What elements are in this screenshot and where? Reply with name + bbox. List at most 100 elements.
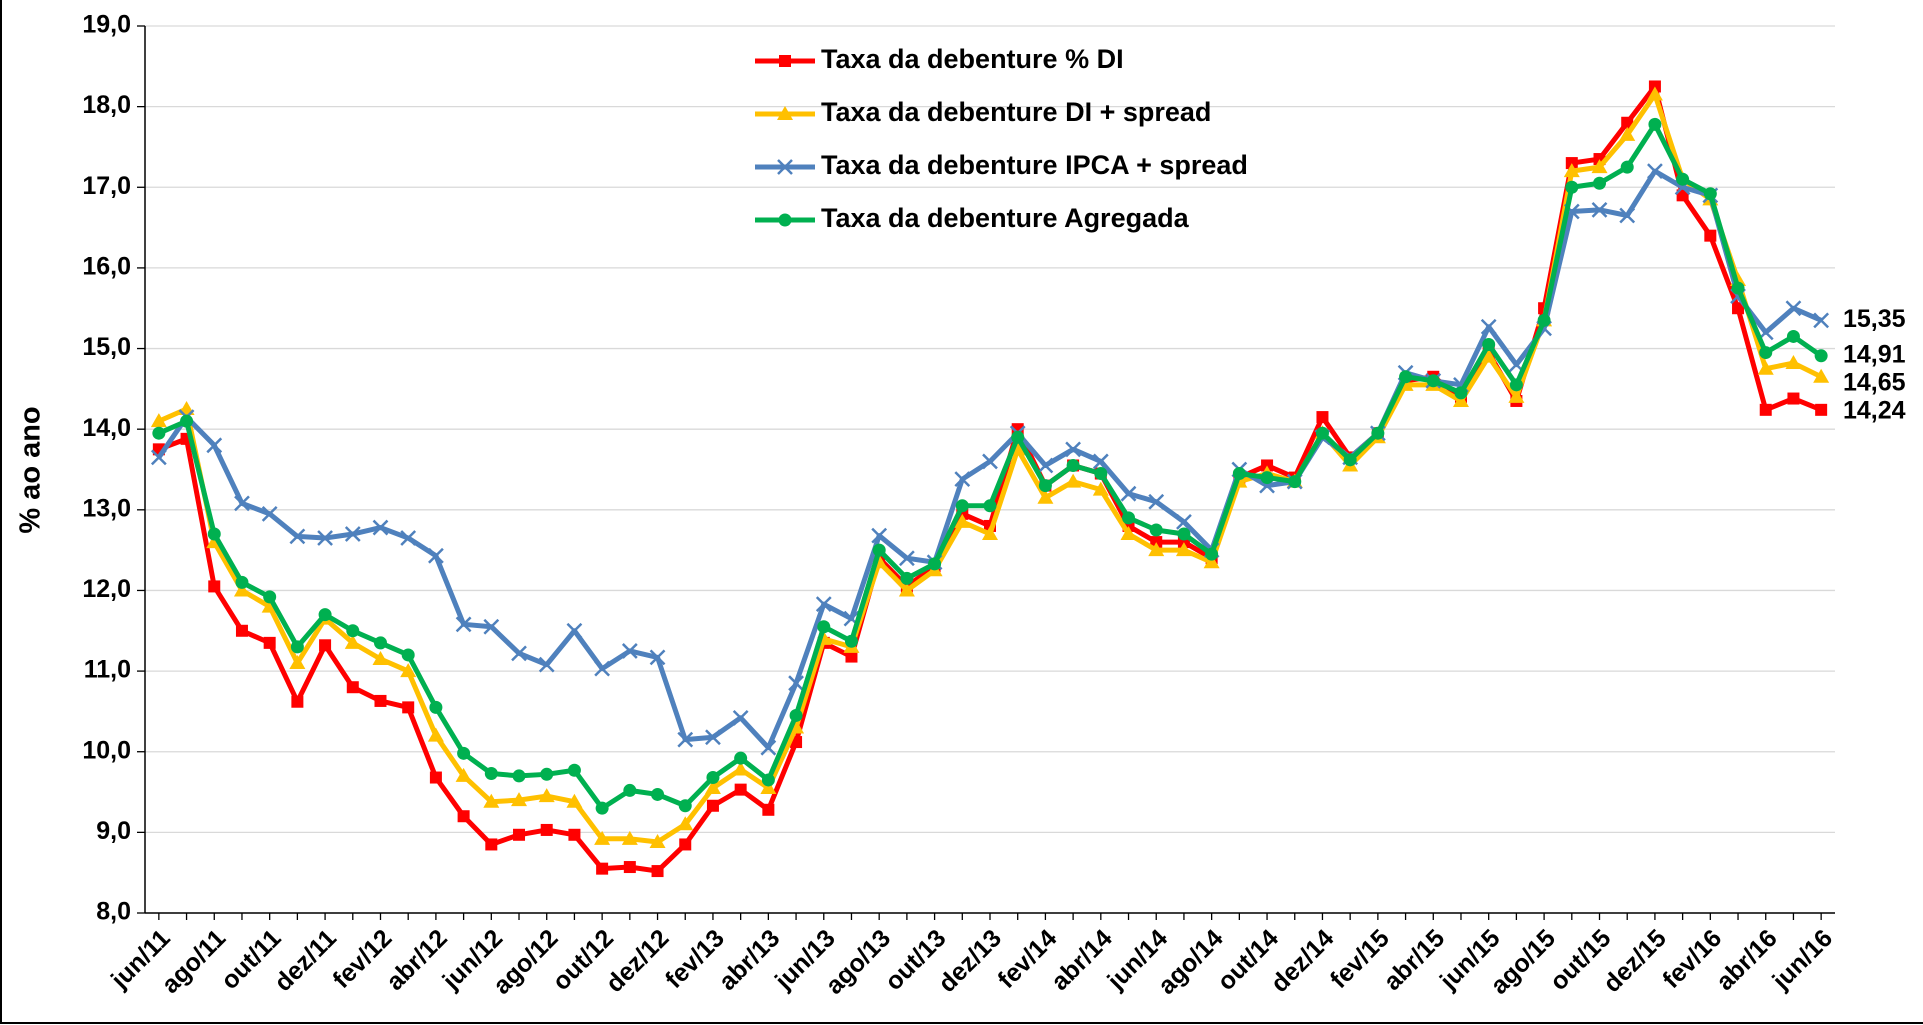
marker bbox=[485, 838, 498, 851]
marker bbox=[954, 471, 971, 488]
marker bbox=[678, 799, 692, 813]
marker bbox=[844, 634, 858, 648]
marker bbox=[455, 767, 472, 782]
marker bbox=[400, 530, 417, 546]
marker bbox=[1565, 157, 1578, 170]
x-tick-label: dez/15 bbox=[1598, 924, 1672, 998]
marker bbox=[1315, 426, 1329, 440]
marker bbox=[152, 426, 166, 440]
marker bbox=[455, 616, 472, 633]
marker bbox=[817, 620, 831, 634]
marker bbox=[538, 656, 555, 673]
marker bbox=[1757, 360, 1774, 375]
marker bbox=[1704, 229, 1717, 242]
marker bbox=[706, 771, 720, 785]
marker bbox=[401, 648, 415, 662]
marker bbox=[566, 622, 583, 639]
marker bbox=[732, 761, 749, 776]
marker bbox=[899, 550, 915, 567]
marker bbox=[429, 700, 443, 714]
marker bbox=[705, 729, 721, 746]
marker bbox=[1731, 281, 1745, 295]
y-tick-label: 15,0 bbox=[82, 333, 131, 361]
marker bbox=[1813, 368, 1830, 383]
legend-label: Taxa da debenture IPCA + spread bbox=[821, 150, 1248, 180]
marker bbox=[1813, 312, 1830, 329]
data-label: 14,65 bbox=[1843, 368, 1906, 396]
marker bbox=[1316, 411, 1329, 424]
y-tick-label: 10,0 bbox=[82, 736, 131, 764]
marker bbox=[982, 453, 998, 470]
marker bbox=[1150, 536, 1163, 549]
marker bbox=[1038, 479, 1052, 493]
marker bbox=[1120, 485, 1137, 502]
y-tick-label: 12,0 bbox=[82, 575, 131, 603]
marker bbox=[429, 771, 442, 784]
marker bbox=[872, 543, 886, 557]
marker bbox=[1703, 187, 1717, 201]
marker bbox=[928, 557, 942, 571]
marker bbox=[1480, 318, 1497, 335]
marker bbox=[1399, 370, 1413, 384]
marker bbox=[1591, 201, 1608, 218]
marker bbox=[1647, 163, 1663, 180]
marker bbox=[317, 530, 333, 546]
x-tick-label: dez/14 bbox=[1266, 924, 1340, 998]
marker bbox=[1205, 547, 1219, 561]
marker bbox=[1732, 302, 1745, 315]
y-tick-label: 19,0 bbox=[82, 11, 131, 39]
marker bbox=[1037, 457, 1054, 474]
marker bbox=[428, 547, 444, 564]
marker bbox=[594, 660, 611, 677]
marker bbox=[788, 675, 804, 692]
marker bbox=[777, 106, 793, 120]
marker bbox=[1065, 473, 1082, 488]
marker bbox=[651, 787, 665, 801]
marker bbox=[289, 655, 306, 670]
y-tick-label: 11,0 bbox=[84, 656, 131, 684]
marker bbox=[815, 596, 832, 613]
marker bbox=[734, 783, 747, 796]
marker bbox=[1620, 160, 1634, 174]
marker bbox=[1371, 426, 1385, 440]
marker bbox=[1122, 511, 1136, 525]
marker bbox=[777, 159, 793, 175]
marker bbox=[1452, 392, 1469, 407]
marker bbox=[1787, 392, 1800, 405]
marker bbox=[779, 55, 791, 67]
x-tick-label: ago/11 bbox=[156, 924, 231, 999]
marker bbox=[1148, 493, 1165, 510]
marker bbox=[621, 830, 638, 845]
marker bbox=[540, 823, 553, 836]
marker bbox=[150, 449, 167, 466]
marker bbox=[1092, 481, 1109, 496]
marker bbox=[457, 746, 471, 760]
marker bbox=[1011, 430, 1025, 444]
marker bbox=[233, 582, 250, 597]
marker bbox=[540, 767, 554, 781]
marker bbox=[290, 640, 304, 654]
y-tick-label: 9,0 bbox=[96, 817, 131, 845]
marker bbox=[898, 582, 915, 597]
marker bbox=[1149, 523, 1163, 537]
marker bbox=[871, 527, 888, 544]
marker bbox=[956, 507, 969, 520]
marker bbox=[1648, 117, 1662, 131]
y-tick-label: 14,0 bbox=[82, 414, 131, 442]
marker bbox=[1480, 348, 1497, 363]
marker bbox=[346, 681, 359, 694]
marker bbox=[900, 571, 914, 585]
marker bbox=[372, 519, 389, 536]
marker bbox=[567, 763, 581, 777]
marker bbox=[1646, 86, 1663, 101]
marker bbox=[483, 618, 500, 635]
marker bbox=[1537, 313, 1551, 327]
marker bbox=[234, 495, 250, 512]
marker bbox=[372, 650, 389, 665]
marker bbox=[1676, 172, 1690, 186]
marker bbox=[1177, 527, 1191, 541]
marker bbox=[594, 830, 611, 845]
marker bbox=[1648, 80, 1661, 93]
marker bbox=[263, 590, 277, 604]
